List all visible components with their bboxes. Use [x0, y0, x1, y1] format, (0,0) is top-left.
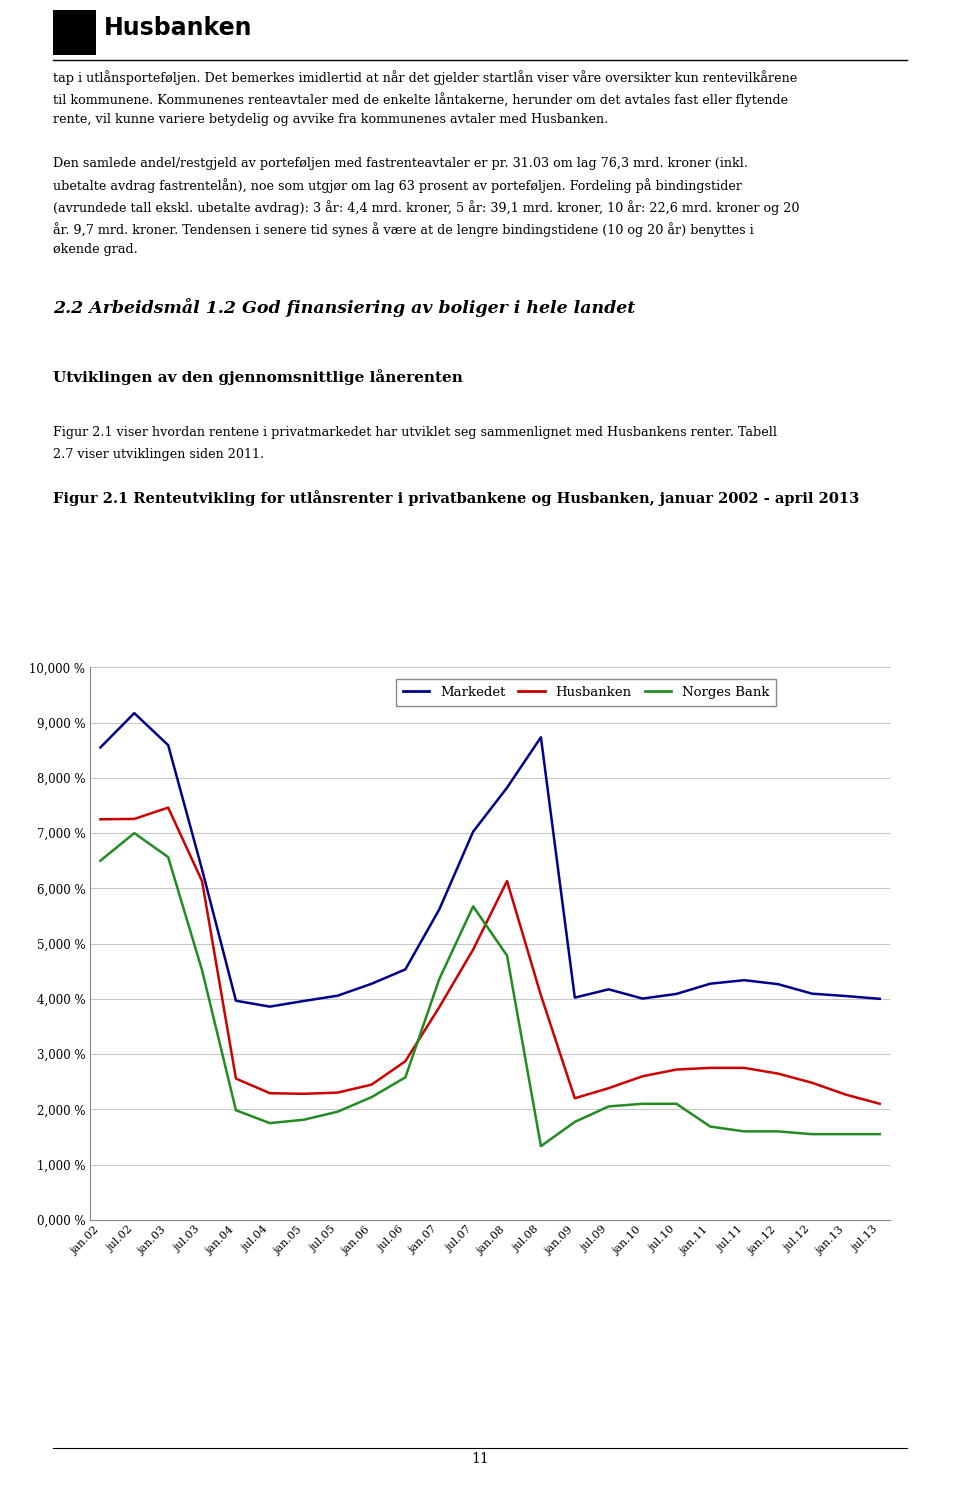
Text: 2.2 Arbeidsmål 1.2 God finansiering av boliger i hele landet: 2.2 Arbeidsmål 1.2 God finansiering av b…	[53, 299, 636, 317]
Text: (avrundede tall ekskl. ubetalte avdrag): 3 år: 4,4 mrd. kroner, 5 år: 39,1 mrd. : (avrundede tall ekskl. ubetalte avdrag):…	[53, 200, 800, 215]
Text: Figur 2.1 viser hvordan rentene i privatmarkedet har utviklet seg sammenlignet m: Figur 2.1 viser hvordan rentene i privat…	[53, 427, 777, 439]
Text: ubetalte avdrag fastrentelån), noe som utgjør om lag 63 prosent av porteføljen. : ubetalte avdrag fastrentelån), noe som u…	[53, 179, 742, 193]
Legend: Markedet, Husbanken, Norges Bank: Markedet, Husbanken, Norges Bank	[396, 679, 776, 706]
Text: tap i utlånsporteføljen. Det bemerkes imidlertid at når det gjelder startlån vis: tap i utlånsporteføljen. Det bemerkes im…	[53, 70, 797, 85]
Text: Figur 2.1 Renteutvikling for utlånsrenter i privatbankene og Husbanken, januar 2: Figur 2.1 Renteutvikling for utlånsrente…	[53, 490, 859, 506]
Text: Utviklingen av den gjennomsnittlige lånerenten: Utviklingen av den gjennomsnittlige låne…	[53, 370, 463, 385]
Text: Den samlede andel/restgjeld av porteføljen med fastrenteavtaler er pr. 31.03 om : Den samlede andel/restgjeld av portefølj…	[53, 157, 748, 170]
Text: rente, vil kunne variere betydelig og avvike fra kommunenes avtaler med Husbanke: rente, vil kunne variere betydelig og av…	[53, 113, 608, 127]
Text: år. 9,7 mrd. kroner. Tendensen i senere tid synes å være at de lengre bindingsti: år. 9,7 mrd. kroner. Tendensen i senere …	[53, 222, 754, 236]
Text: 2.7 viser utviklingen siden 2011.: 2.7 viser utviklingen siden 2011.	[53, 448, 264, 461]
Text: Husbanken: Husbanken	[104, 16, 252, 40]
Text: til kommunene. Kommunenes renteavtaler med de enkelte låntakerne, herunder om de: til kommunene. Kommunenes renteavtaler m…	[53, 93, 788, 106]
Text: 11: 11	[471, 1453, 489, 1466]
Text: økende grad.: økende grad.	[53, 243, 137, 257]
